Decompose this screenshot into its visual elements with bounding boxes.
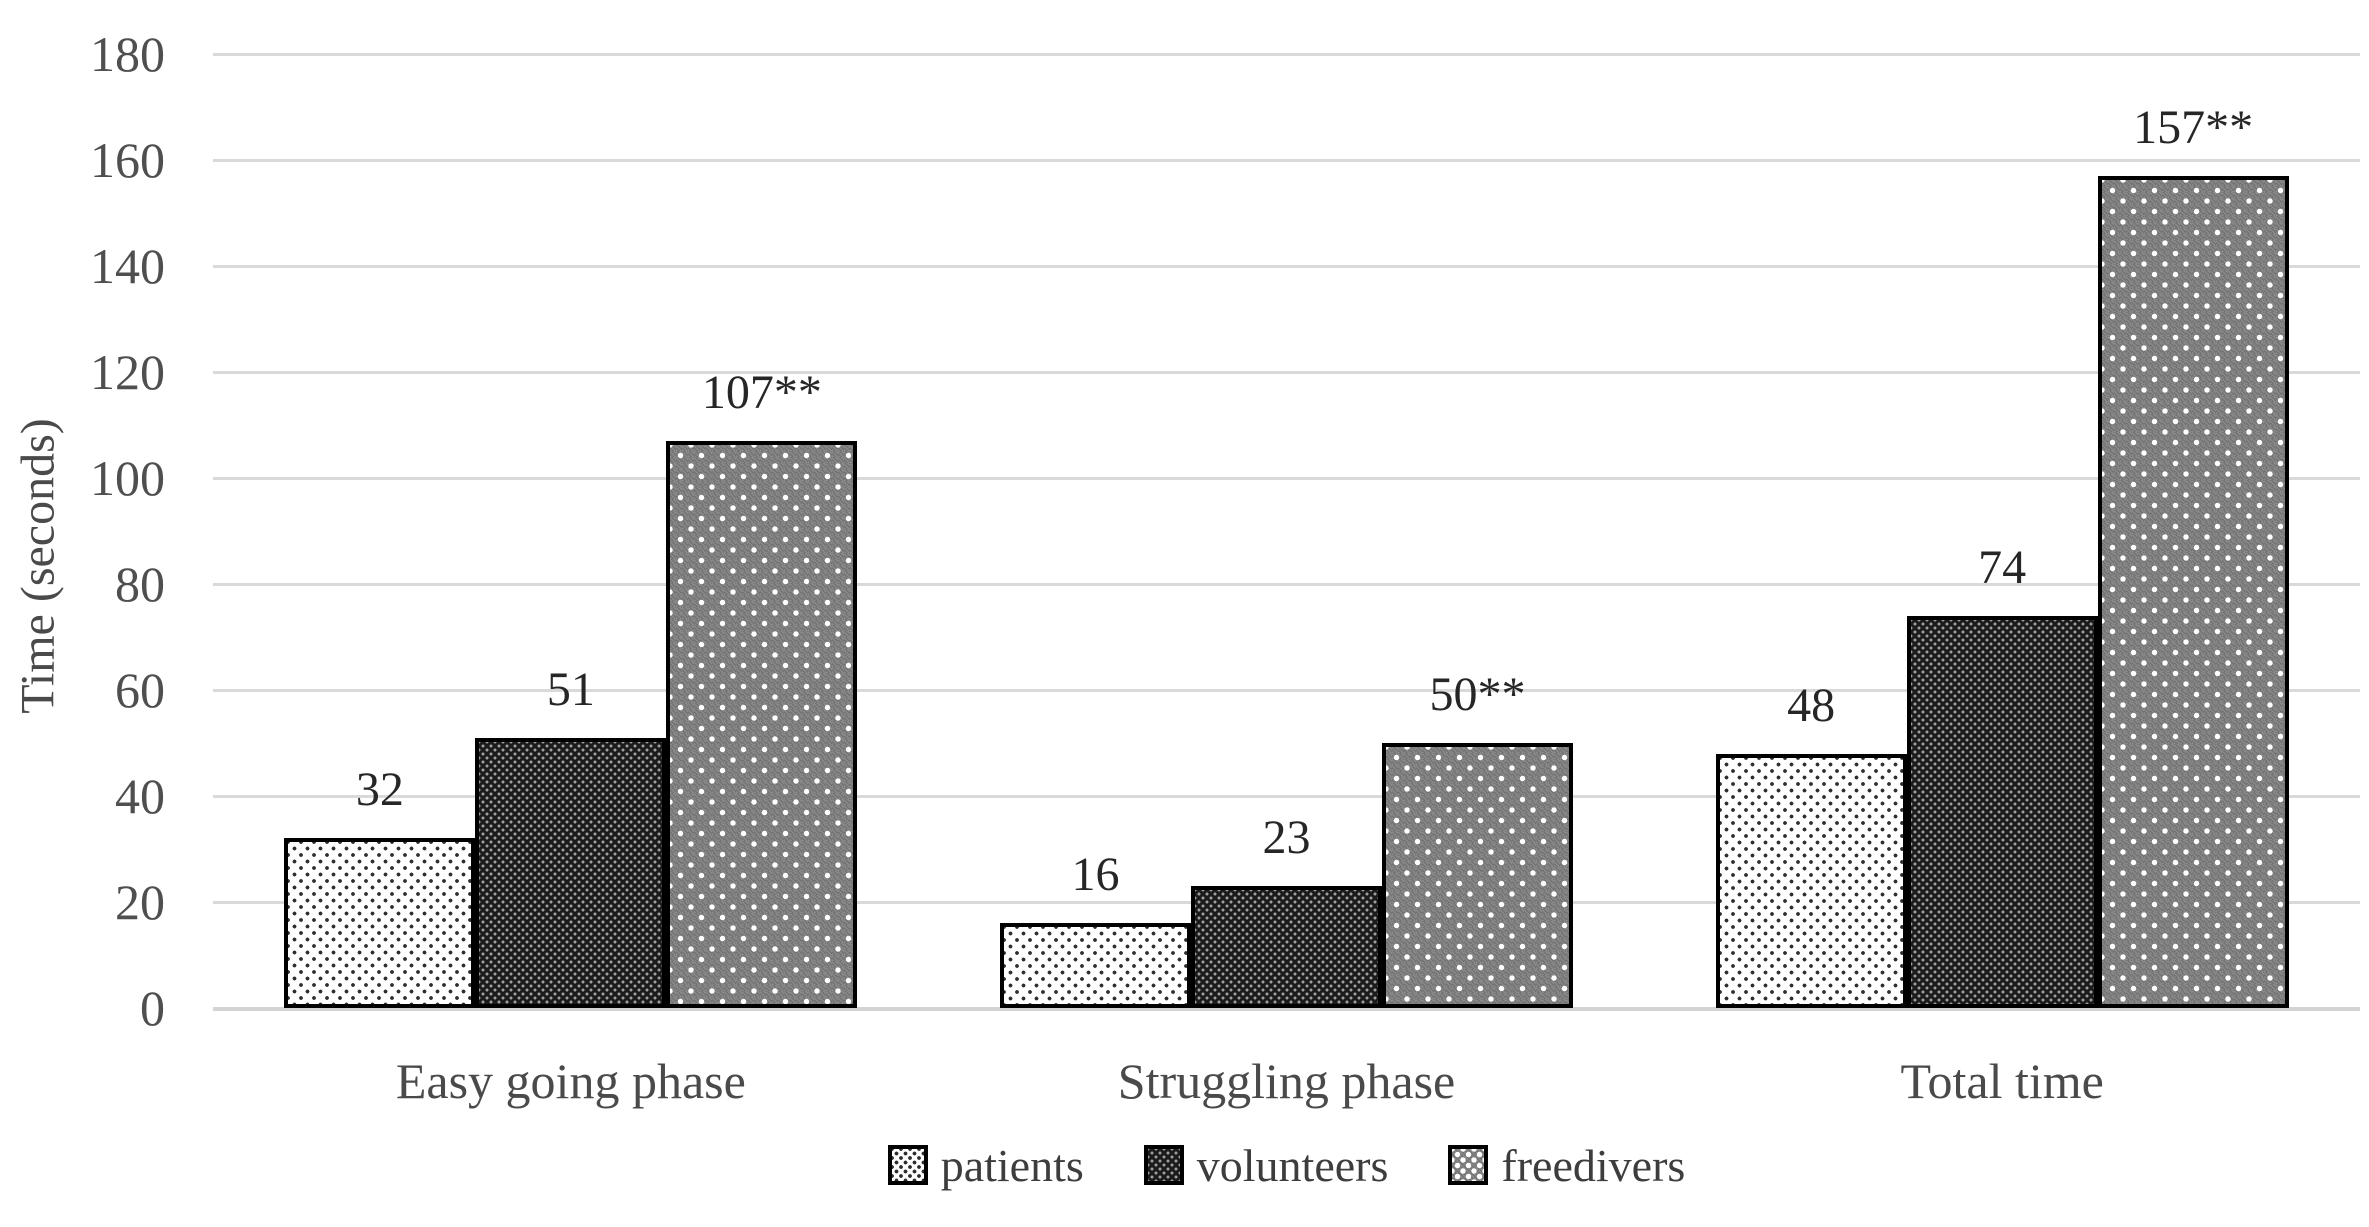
gridline-160	[213, 158, 2360, 162]
legend-label-patients: patients	[940, 1139, 1084, 1191]
y-tick-label-180: 180	[90, 26, 165, 82]
legend-swatch-freedivers	[1448, 1145, 1489, 1185]
gridline-60	[213, 688, 2360, 692]
data-label-freedivers-struggling-phase: 50**	[1429, 668, 1526, 721]
y-tick-label-20: 20	[115, 874, 165, 930]
y-tick-label-100: 100	[90, 450, 165, 506]
data-label-freedivers-easy-going-phase: 107**	[701, 365, 822, 419]
legend-item-volunteers: volunteers	[1143, 1139, 1389, 1192]
bar-freedivers-struggling-phase	[1382, 743, 1573, 1008]
bar-patients-struggling-phase	[1000, 923, 1191, 1008]
legend-label-freedivers: freedivers	[1501, 1139, 1686, 1191]
gridline-80	[213, 582, 2360, 586]
y-tick-label-60: 60	[115, 662, 165, 718]
y-tick-label-140: 140	[90, 238, 165, 294]
gridline-100	[213, 476, 2360, 480]
data-label-volunteers-struggling-phase: 23	[1262, 811, 1311, 865]
plot-area: 32 51 107** 16 23 50** 48 74 157**	[213, 52, 2360, 1011]
data-label-volunteers-total-time: 74	[1978, 540, 2027, 594]
bar-volunteers-easy-going-phase	[475, 737, 667, 1008]
gridline-0	[213, 1006, 2360, 1011]
bar-volunteers-struggling-phase	[1191, 886, 1382, 1008]
bar-patients-total-time	[1715, 753, 1907, 1008]
data-label-patients-total-time: 48	[1787, 678, 1836, 732]
gridline-40	[213, 794, 2360, 798]
bar-freedivers-total-time	[2097, 175, 2289, 1008]
data-label-patients-struggling-phase: 16	[1071, 848, 1120, 902]
y-tick-label-160: 160	[90, 132, 165, 188]
bar-patients-easy-going-phase	[284, 838, 476, 1008]
x-category-label-struggling-phase: Struggling phase	[1117, 1053, 1456, 1109]
y-tick-label-80: 80	[115, 556, 165, 612]
legend: patients volunteers freedivers	[213, 1136, 2360, 1194]
legend-item-patients: patients	[887, 1139, 1084, 1192]
gridline-180	[213, 52, 2360, 56]
y-tick-label-0: 0	[140, 980, 165, 1036]
gridline-120	[213, 370, 2360, 374]
legend-swatch-patients	[887, 1145, 928, 1185]
legend-swatch-volunteers	[1143, 1145, 1184, 1185]
y-tick-label-40: 40	[115, 768, 165, 824]
gridline-140	[213, 264, 2360, 268]
legend-item-freedivers: freedivers	[1448, 1139, 1685, 1192]
bar-volunteers-total-time	[1906, 615, 2098, 1008]
legend-label-volunteers: volunteers	[1196, 1139, 1389, 1191]
x-category-label-easy-going-phase: Easy going phase	[395, 1053, 746, 1109]
data-label-freedivers-total-time: 157**	[2133, 100, 2254, 154]
y-tick-label-120: 120	[90, 344, 165, 400]
x-category-label-total-time: Total time	[1900, 1053, 2104, 1109]
data-label-volunteers-easy-going-phase: 51	[546, 662, 595, 716]
data-label-patients-easy-going-phase: 32	[355, 763, 404, 817]
bar-freedivers-easy-going-phase	[666, 440, 858, 1008]
